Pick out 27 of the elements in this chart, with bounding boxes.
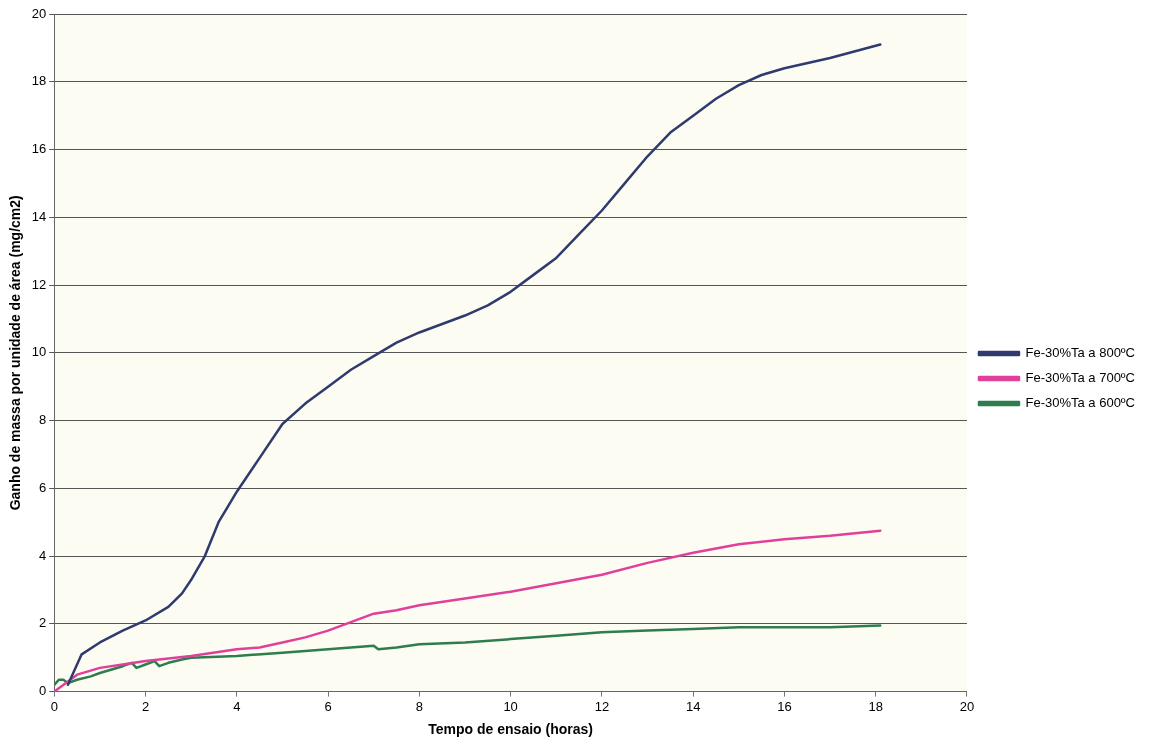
y-tick-label: 14 bbox=[31, 208, 47, 224]
y-tick-label: 6 bbox=[39, 479, 47, 495]
y-tick-label: 18 bbox=[31, 73, 47, 89]
x-tick-label: 18 bbox=[868, 698, 883, 714]
y-tick-label: 8 bbox=[39, 412, 47, 428]
y-tick-label: 0 bbox=[39, 683, 47, 699]
x-tick-label: 10 bbox=[503, 698, 518, 714]
y-tick-label: 16 bbox=[31, 141, 47, 157]
x-tick-label: 12 bbox=[594, 698, 610, 714]
y-tick-label: 10 bbox=[31, 344, 47, 360]
x-tick-label: 20 bbox=[959, 698, 975, 714]
legend-label: Fe-30%Ta a 600ºC bbox=[1025, 395, 1135, 411]
x-tick-label: 2 bbox=[141, 698, 150, 714]
y-tick-label: 2 bbox=[39, 615, 47, 631]
x-tick-label: 0 bbox=[50, 698, 58, 714]
x-tick-label: 8 bbox=[415, 698, 423, 714]
x-tick-label: 14 bbox=[685, 698, 701, 714]
y-axis-title: Ganho de massa por unidade de área (mg/cm2) bbox=[7, 195, 24, 511]
y-tick-label: 4 bbox=[39, 547, 47, 563]
x-tick-label: 4 bbox=[233, 698, 241, 714]
y-tick-label: 12 bbox=[31, 276, 47, 292]
legend-label: Fe-30%Ta a 700ºC bbox=[1025, 370, 1135, 386]
legend-label: Fe-30%Ta a 800ºC bbox=[1025, 345, 1135, 361]
x-tick-label: 16 bbox=[777, 698, 792, 714]
x-axis-title: Tempo de ensaio (horas) bbox=[428, 721, 593, 738]
y-tick-label: 20 bbox=[31, 5, 47, 21]
x-tick-label: 6 bbox=[324, 698, 332, 714]
